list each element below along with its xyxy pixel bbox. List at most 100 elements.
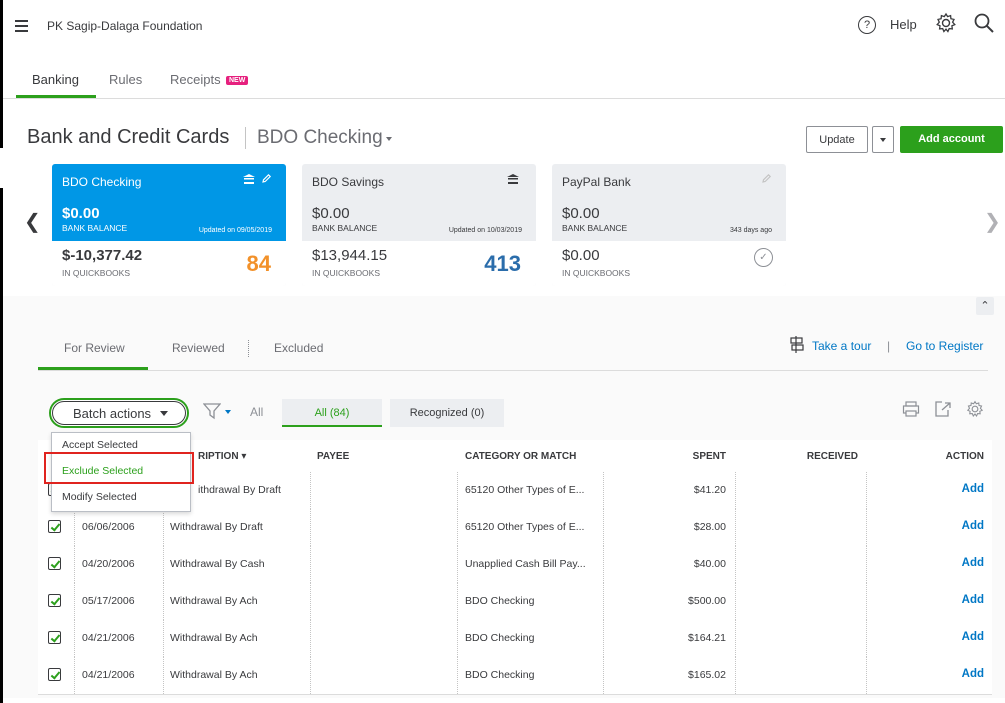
card-bank-balance: $0.00 <box>312 205 350 222</box>
export-icon[interactable] <box>934 400 952 418</box>
title-divider <box>245 127 246 149</box>
window-left-edge-gap <box>0 148 3 188</box>
menu-item-exclude-selected[interactable]: Exclude Selected <box>62 465 144 477</box>
card-account-name: BDO Savings <box>312 175 385 189</box>
table-settings-gear-icon[interactable] <box>966 400 984 418</box>
tab-receipts[interactable]: Receipts <box>170 72 221 87</box>
menu-item-accept-selected[interactable]: Accept Selected <box>62 439 138 451</box>
tab-banking[interactable]: Banking <box>32 72 79 87</box>
tab-reviewed[interactable]: Reviewed <box>172 341 225 355</box>
help-icon[interactable]: ? <box>858 16 876 34</box>
menu-item-modify-selected[interactable]: Modify Selected <box>62 491 137 503</box>
carousel-next-arrow-icon[interactable]: ❯ <box>984 211 1001 233</box>
edit-pencil-icon[interactable] <box>761 173 772 184</box>
row-add-action[interactable]: Add <box>961 631 984 643</box>
batch-actions-button[interactable]: Batch actions <box>49 398 189 428</box>
row-add-action[interactable]: Add <box>961 520 984 532</box>
row-spent: $165.02 <box>688 669 726 681</box>
table-row[interactable]: 06/06/2006 Withdrawal By Draft 65120 Oth… <box>38 509 992 547</box>
go-to-register-link[interactable]: Go to Register <box>906 339 984 353</box>
account-selector-caret-icon[interactable] <box>386 137 392 141</box>
row-add-action[interactable]: Add <box>961 557 984 569</box>
card-updated-date: Updated on 09/05/2019 <box>198 227 272 234</box>
table-row[interactable]: 05/17/2006 Withdrawal By Ach BDO Checkin… <box>38 583 992 621</box>
new-badge: NEW <box>226 76 249 85</box>
update-dropdown-button[interactable] <box>872 126 894 153</box>
top-bar: PK Sagip-Dalaga Foundation ? Help <box>3 0 1005 55</box>
account-selector[interactable]: BDO Checking <box>257 127 383 148</box>
card-quickbooks-balance: $13,944.15 <box>312 247 388 264</box>
search-icon[interactable] <box>973 12 995 34</box>
filter-funnel-icon[interactable] <box>203 402 221 420</box>
company-name: PK Sagip-Dalaga Foundation <box>47 19 203 33</box>
add-account-button[interactable]: Add account <box>900 126 1003 153</box>
table-row[interactable]: 04/20/2006 Withdrawal By Cash Unapplied … <box>38 546 992 584</box>
column-header-description[interactable]: RIPTION ▾ <box>198 451 247 462</box>
row-spent: $28.00 <box>693 521 726 533</box>
table-row[interactable]: 04/21/2006 Withdrawal By Ach BDO Checkin… <box>38 620 992 658</box>
column-header-action: ACTION <box>945 451 984 462</box>
table-row[interactable]: 04/21/2006 Withdrawal By Ach BDO Checkin… <box>38 657 992 695</box>
row-spent: $40.00 <box>693 558 726 570</box>
edit-pencil-icon[interactable] <box>261 173 272 184</box>
active-tab-indicator <box>16 95 96 98</box>
row-description: Withdrawal By Draft <box>170 521 263 533</box>
row-description: Withdrawal By Ach <box>170 632 258 644</box>
column-header-spent[interactable]: SPENT <box>692 451 726 462</box>
tab-excluded[interactable]: Excluded <box>274 341 324 355</box>
settings-gear-icon[interactable] <box>935 12 957 34</box>
row-description: Withdrawal By Ach <box>170 595 258 607</box>
row-add-action[interactable]: Add <box>961 483 984 495</box>
row-category[interactable]: 65120 Other Types of E... <box>465 521 585 533</box>
card-bank-balance: $0.00 <box>62 205 100 222</box>
card-account-name: BDO Checking <box>62 175 142 189</box>
update-button[interactable]: Update <box>806 126 868 153</box>
active-review-tab-indicator <box>38 367 148 370</box>
row-category[interactable]: Unapplied Cash Bill Pay... <box>465 558 586 570</box>
bank-icon <box>243 174 255 184</box>
print-icon[interactable] <box>902 400 920 418</box>
carousel-prev-arrow-icon[interactable]: ❮ <box>24 211 41 233</box>
column-header-category[interactable]: CATEGORY OR MATCH <box>465 451 577 462</box>
row-date: 05/17/2006 <box>82 595 135 607</box>
card-quickbooks-balance: $0.00 <box>562 247 600 264</box>
row-category[interactable]: 65120 Other Types of E... <box>465 484 585 496</box>
help-link[interactable]: Help <box>890 17 917 32</box>
hamburger-menu-icon[interactable] <box>15 20 28 32</box>
card-bank-balance: $0.00 <box>562 205 600 222</box>
row-checkbox[interactable] <box>48 557 61 570</box>
row-category[interactable]: BDO Checking <box>465 595 535 607</box>
batch-actions-menu: Accept Selected Exclude Selected Modify … <box>51 432 191 512</box>
pill-all-transactions[interactable]: All (84) <box>282 399 382 427</box>
row-add-action[interactable]: Add <box>961 668 984 680</box>
account-card-bdo-checking[interactable]: BDO Checking $0.00 BANK BALANCE Updated … <box>52 164 286 286</box>
row-category[interactable]: BDO Checking <box>465 669 535 681</box>
card-quickbooks-label: IN QUICKBOOKS <box>562 268 631 278</box>
pill-recognized[interactable]: Recognized (0) <box>390 399 504 427</box>
row-description: Withdrawal By Cash <box>170 558 265 570</box>
row-date: 04/20/2006 <box>82 558 135 570</box>
row-description: ithdrawal By Draft <box>198 484 281 496</box>
collapse-cards-icon[interactable]: ⌃ <box>976 297 994 315</box>
card-quickbooks-label: IN QUICKBOOKS <box>312 268 381 278</box>
tab-divider <box>248 340 249 357</box>
column-header-payee[interactable]: PAYEE <box>317 451 350 462</box>
tab-for-review[interactable]: For Review <box>64 341 125 355</box>
row-checkbox[interactable] <box>48 594 61 607</box>
account-card-bdo-savings[interactable]: BDO Savings $0.00 BANK BALANCE Updated o… <box>302 164 536 286</box>
take-a-tour-link[interactable]: Take a tour <box>812 339 872 353</box>
row-checkbox[interactable] <box>48 520 61 533</box>
row-category[interactable]: BDO Checking <box>465 632 535 644</box>
row-checkbox[interactable] <box>48 631 61 644</box>
bottom-margin <box>3 698 1005 703</box>
column-header-received[interactable]: RECEIVED <box>806 451 858 462</box>
account-card-paypal-bank[interactable]: PayPal Bank $0.00 BANK BALANCE 343 days … <box>552 164 786 286</box>
tab-rules[interactable]: Rules <box>109 72 143 87</box>
filter-all-label: All <box>250 405 264 419</box>
tour-signpost-icon <box>790 336 804 353</box>
row-add-action[interactable]: Add <box>961 594 984 606</box>
row-spent: $500.00 <box>688 595 726 607</box>
main-tabs: Banking Rules Receipts NEW <box>3 64 1005 99</box>
filter-caret-icon[interactable] <box>225 410 231 414</box>
row-checkbox[interactable] <box>48 668 61 681</box>
